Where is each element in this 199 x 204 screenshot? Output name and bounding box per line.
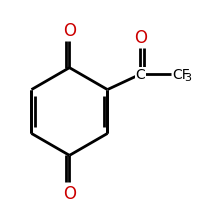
- Text: O: O: [134, 29, 147, 47]
- Text: 3: 3: [184, 73, 191, 83]
- Text: O: O: [63, 184, 76, 202]
- Text: O: O: [63, 22, 76, 40]
- Text: CF: CF: [172, 68, 189, 82]
- Text: C: C: [135, 68, 145, 82]
